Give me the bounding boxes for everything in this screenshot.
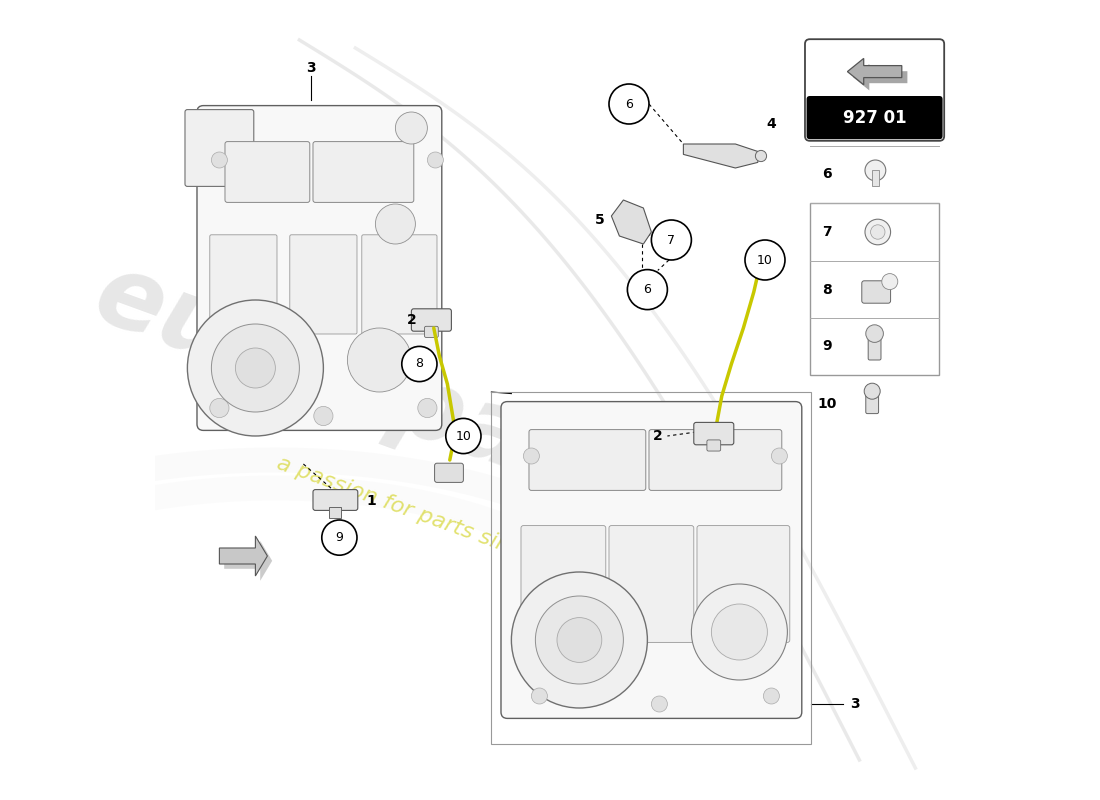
FancyBboxPatch shape [289, 235, 358, 334]
FancyBboxPatch shape [697, 526, 790, 642]
FancyBboxPatch shape [425, 326, 438, 338]
Text: a passion for parts since 1965: a passion for parts since 1965 [274, 453, 597, 587]
Text: 9: 9 [823, 339, 833, 354]
Text: 2: 2 [653, 429, 662, 443]
Circle shape [865, 160, 886, 181]
Text: 2: 2 [407, 313, 416, 327]
Circle shape [531, 688, 548, 704]
Text: 8: 8 [823, 282, 833, 297]
Circle shape [866, 325, 883, 342]
Circle shape [348, 328, 411, 392]
FancyBboxPatch shape [866, 394, 879, 414]
Circle shape [210, 398, 229, 418]
Circle shape [402, 346, 437, 382]
Circle shape [712, 604, 768, 660]
Text: 6: 6 [625, 98, 632, 110]
Text: 1: 1 [366, 494, 376, 508]
Polygon shape [683, 144, 759, 168]
Bar [329, 507, 341, 518]
FancyBboxPatch shape [694, 422, 734, 445]
Circle shape [865, 383, 880, 399]
Circle shape [651, 220, 692, 260]
Circle shape [428, 152, 443, 168]
Circle shape [651, 696, 668, 712]
Circle shape [865, 219, 891, 245]
Circle shape [211, 152, 228, 168]
Polygon shape [219, 536, 267, 576]
Circle shape [322, 520, 358, 555]
FancyBboxPatch shape [197, 106, 442, 430]
Text: 10: 10 [455, 430, 471, 442]
Circle shape [557, 618, 602, 662]
Circle shape [314, 406, 333, 426]
Polygon shape [847, 58, 902, 85]
Text: 10: 10 [817, 397, 837, 411]
FancyBboxPatch shape [411, 309, 451, 331]
FancyBboxPatch shape [806, 96, 943, 139]
Bar [492, 392, 812, 744]
Circle shape [627, 270, 668, 310]
Text: 5: 5 [594, 213, 604, 227]
FancyBboxPatch shape [362, 235, 437, 334]
Polygon shape [612, 200, 651, 244]
Circle shape [771, 448, 788, 464]
FancyBboxPatch shape [434, 463, 463, 482]
Text: 9: 9 [336, 531, 343, 544]
Text: 7: 7 [823, 225, 833, 239]
FancyBboxPatch shape [649, 430, 782, 490]
Text: 6: 6 [823, 167, 833, 182]
Circle shape [235, 348, 275, 388]
FancyBboxPatch shape [185, 110, 254, 186]
Circle shape [375, 204, 416, 244]
Circle shape [692, 584, 788, 680]
FancyBboxPatch shape [226, 142, 310, 202]
FancyBboxPatch shape [521, 526, 606, 642]
FancyBboxPatch shape [314, 142, 414, 202]
Circle shape [882, 274, 898, 290]
Text: 3: 3 [307, 61, 316, 75]
Circle shape [446, 418, 481, 454]
FancyBboxPatch shape [805, 39, 944, 141]
Circle shape [756, 150, 767, 162]
FancyBboxPatch shape [210, 235, 277, 334]
Text: 8: 8 [416, 358, 424, 370]
Circle shape [524, 448, 539, 464]
FancyBboxPatch shape [861, 281, 891, 303]
Bar [872, 170, 879, 186]
Circle shape [870, 225, 886, 239]
Circle shape [187, 300, 323, 436]
Text: 927 01: 927 01 [843, 109, 906, 126]
Circle shape [211, 324, 299, 412]
Bar [810, 203, 939, 375]
FancyBboxPatch shape [609, 526, 694, 642]
Circle shape [745, 240, 785, 280]
Text: 6: 6 [644, 283, 651, 296]
Circle shape [512, 572, 648, 708]
Text: 4: 4 [767, 117, 777, 131]
FancyBboxPatch shape [707, 440, 721, 451]
Circle shape [418, 398, 437, 418]
Circle shape [763, 688, 780, 704]
Text: 3: 3 [850, 697, 860, 711]
FancyBboxPatch shape [314, 490, 358, 510]
Circle shape [395, 112, 428, 144]
FancyBboxPatch shape [868, 337, 881, 360]
Circle shape [536, 596, 624, 684]
Text: 10: 10 [757, 254, 773, 266]
Polygon shape [224, 541, 272, 581]
Text: eurospares: eurospares [81, 246, 710, 554]
FancyBboxPatch shape [500, 402, 802, 718]
Text: 7: 7 [668, 234, 675, 246]
Circle shape [609, 84, 649, 124]
FancyBboxPatch shape [529, 430, 646, 490]
Polygon shape [852, 64, 907, 90]
